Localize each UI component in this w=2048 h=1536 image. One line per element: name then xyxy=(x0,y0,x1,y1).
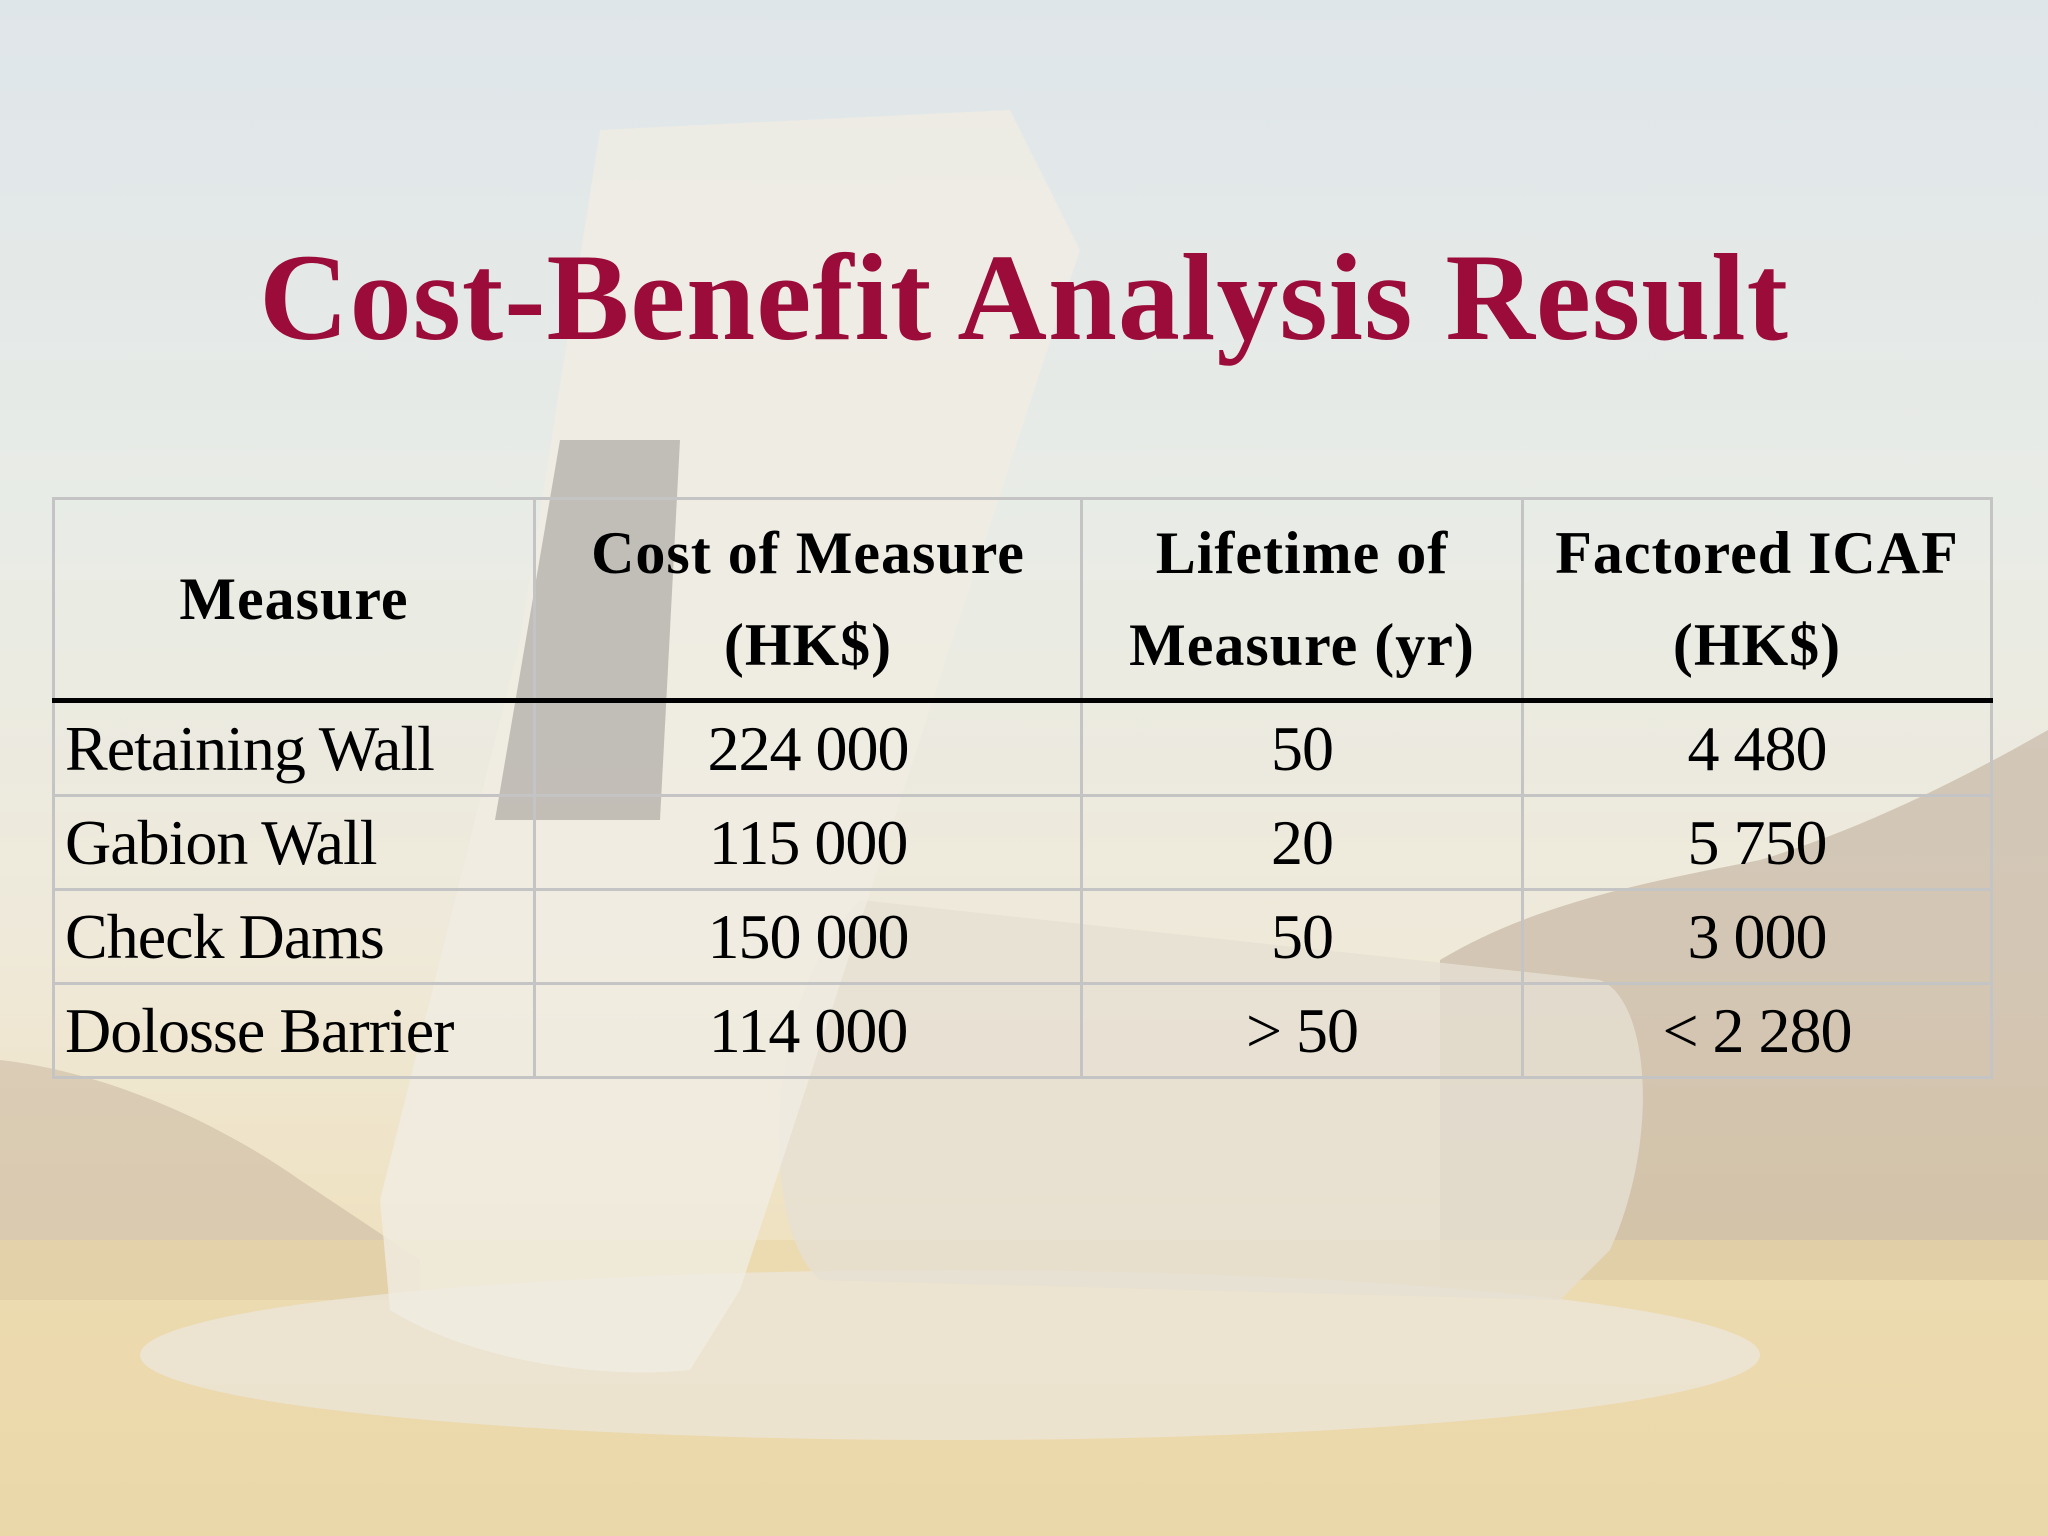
cell-icaf: 4 480 xyxy=(1521,699,1993,797)
table-row: Gabion Wall 115 000 20 5 750 xyxy=(52,794,1993,891)
header-lifetime-of-measure: Lifetime of Measure (yr) xyxy=(1080,497,1524,703)
cell-lifetime: 50 xyxy=(1080,699,1524,797)
header-measure: Measure xyxy=(52,497,536,703)
cell-cost: 114 000 xyxy=(533,982,1083,1079)
slide-title: Cost-Benefit Analysis Result xyxy=(259,229,1789,366)
table-row: Check Dams 150 000 50 3 000 xyxy=(52,888,1993,985)
cell-measure: Dolosse Barrier xyxy=(52,982,536,1079)
cell-measure: Retaining Wall xyxy=(52,699,536,797)
header-cost-line1: Cost of Measure xyxy=(591,520,1025,586)
cost-benefit-table: Measure Cost of Measure (HK$) Lifetime o… xyxy=(52,497,1993,1079)
cell-cost: 150 000 xyxy=(533,888,1083,985)
table-row: Dolosse Barrier 114 000 > 50 < 2 280 xyxy=(52,982,1993,1079)
cell-lifetime: 20 xyxy=(1080,794,1524,891)
cell-cost: 115 000 xyxy=(533,794,1083,891)
header-icaf-line1: Factored ICAF xyxy=(1555,520,1959,586)
table-header-row: Measure Cost of Measure (HK$) Lifetime o… xyxy=(52,497,1993,703)
header-factored-icaf: Factored ICAF (HK$) xyxy=(1521,497,1993,703)
header-cost-of-measure: Cost of Measure (HK$) xyxy=(533,497,1083,703)
cell-icaf: 3 000 xyxy=(1521,888,1993,985)
cell-lifetime: > 50 xyxy=(1080,982,1524,1079)
table-row: Retaining Wall 224 000 50 4 480 xyxy=(52,699,1993,797)
header-measure-line1: Measure xyxy=(179,566,409,632)
cell-measure: Check Dams xyxy=(52,888,536,985)
cell-icaf: 5 750 xyxy=(1521,794,1993,891)
header-lifetime-line1: Lifetime of xyxy=(1155,520,1449,586)
cell-lifetime: 50 xyxy=(1080,888,1524,985)
header-icaf-line2: (HK$) xyxy=(1672,612,1842,678)
cell-icaf: < 2 280 xyxy=(1521,982,1993,1079)
cell-cost: 224 000 xyxy=(533,699,1083,797)
header-lifetime-line2: Measure (yr) xyxy=(1129,612,1475,678)
header-cost-line2: (HK$) xyxy=(723,612,893,678)
cell-measure: Gabion Wall xyxy=(52,794,536,891)
